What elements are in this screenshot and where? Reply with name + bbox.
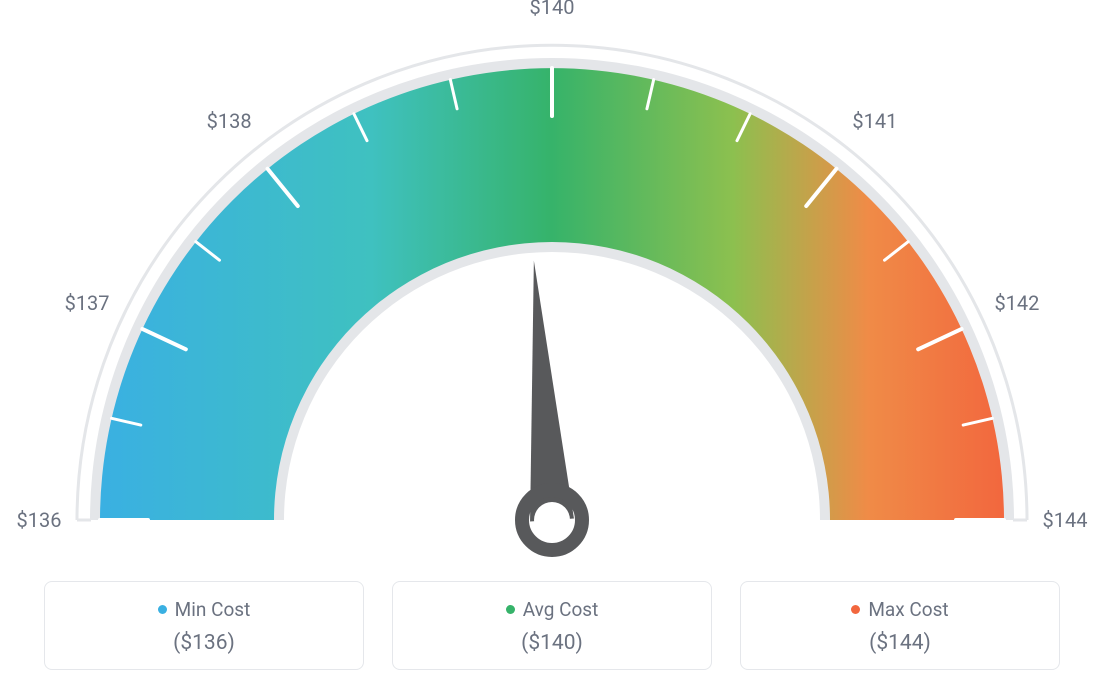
legend-value: ($136) xyxy=(55,631,353,655)
legend-label: Max Cost xyxy=(868,598,948,621)
gauge-svg xyxy=(0,0,1104,560)
legend-label: Avg Cost xyxy=(523,598,599,621)
gauge-tick-label: $144 xyxy=(1043,508,1088,532)
gauge-tick-label: $137 xyxy=(65,291,110,315)
dot-icon xyxy=(506,605,515,614)
gauge-tick-label: $141 xyxy=(852,109,897,133)
dot-icon xyxy=(851,605,860,614)
gauge-tick-label: $142 xyxy=(994,291,1039,315)
legend-card-max: Max Cost ($144) xyxy=(740,581,1060,670)
legend-card-min: Min Cost ($136) xyxy=(44,581,364,670)
gauge-tick-label: $136 xyxy=(17,508,62,532)
legend-card-avg: Avg Cost ($140) xyxy=(392,581,712,670)
legend-value: ($144) xyxy=(751,631,1049,655)
gauge-chart: $136 $137 $138 $140 $141 $142 $144 xyxy=(0,0,1104,560)
legend-label: Min Cost xyxy=(175,598,251,621)
legend-value: ($140) xyxy=(403,631,701,655)
gauge-tick-label: $140 xyxy=(530,0,575,19)
legend-row: Min Cost ($136) Avg Cost ($140) Max Cost… xyxy=(0,581,1104,670)
gauge-tick-label: $138 xyxy=(207,109,252,133)
dot-icon xyxy=(158,605,167,614)
